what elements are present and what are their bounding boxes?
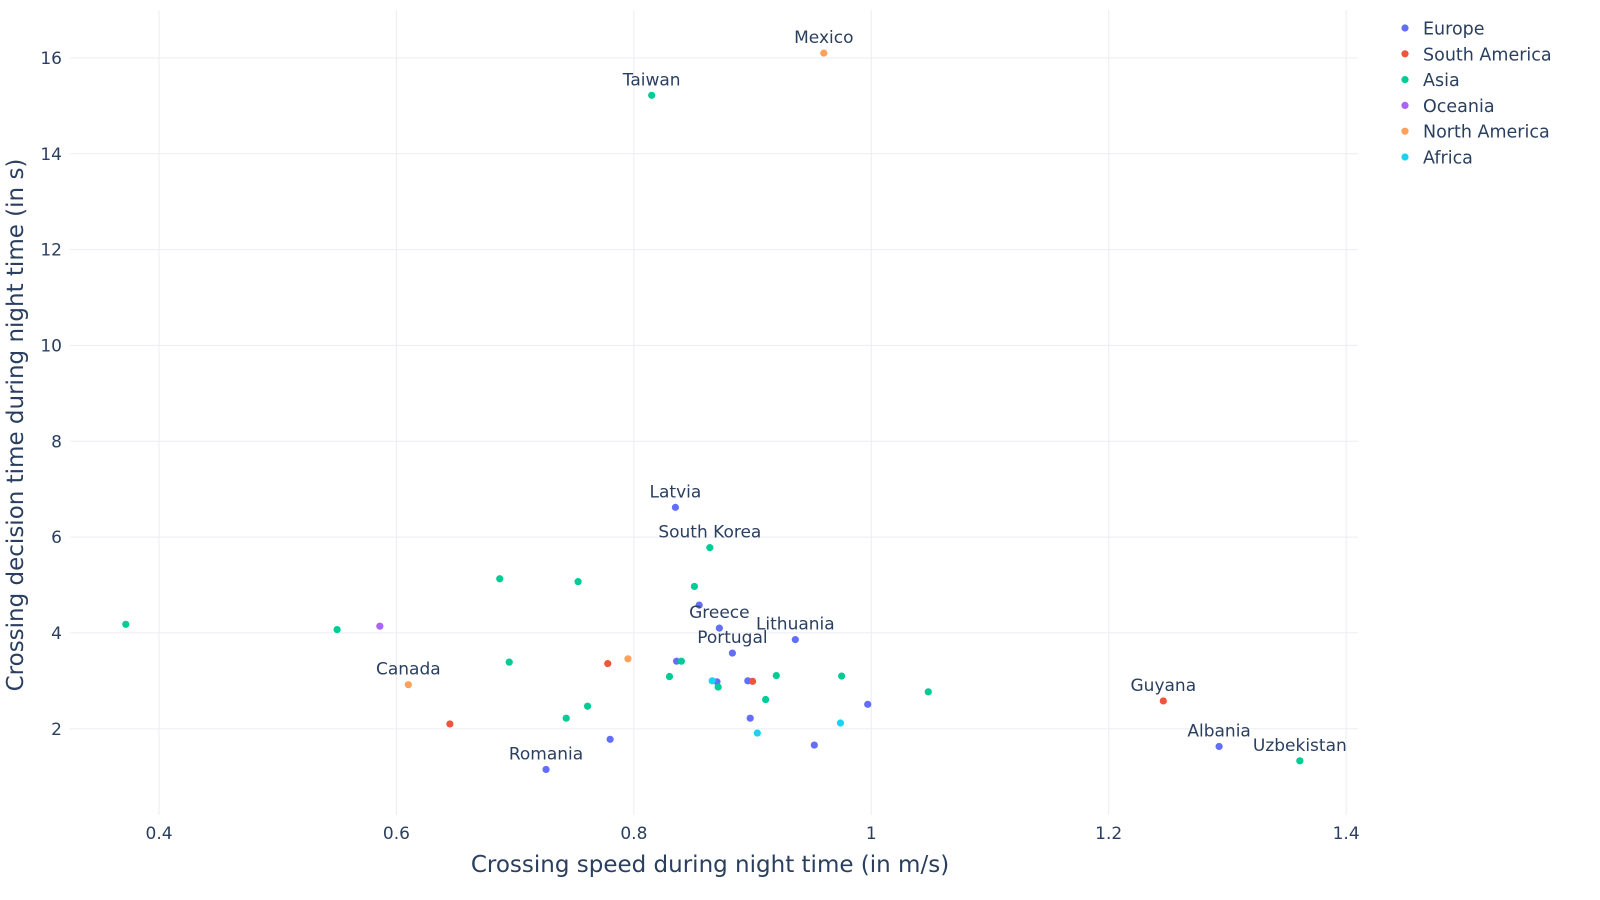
data-point-europe (606, 735, 614, 743)
x-tick-label: 1.2 (1095, 824, 1122, 844)
legend-marker (1401, 50, 1409, 58)
data-points (122, 49, 1304, 774)
legend-label: Africa (1423, 149, 1473, 169)
data-point-europe (542, 765, 550, 774)
legend-item-oceania[interactable]: Oceania (1401, 97, 1495, 117)
legend-marker (1401, 153, 1409, 161)
legend-marker (1401, 101, 1409, 109)
y-grid-lines (70, 57, 1358, 730)
data-point-asia (706, 544, 714, 552)
legend-item-south-america[interactable]: South America (1401, 45, 1552, 65)
y-tick-label: 16 (40, 49, 62, 69)
point-label-mexico: Mexico (794, 28, 853, 48)
data-point-asia (562, 714, 570, 722)
y-tick-label: 8 (51, 432, 62, 452)
data-point-asia (648, 91, 656, 99)
data-point-europe (791, 636, 799, 644)
data-point-south-america (604, 659, 612, 668)
data-point-asia (574, 578, 582, 586)
data-point-europe (810, 741, 818, 749)
data-point-asia (838, 672, 846, 680)
x-tick-label: 1.4 (1333, 824, 1360, 844)
y-tick-label: 6 (51, 528, 62, 548)
data-point-oceania (376, 622, 384, 630)
data-point-asia (122, 620, 130, 628)
point-label-canada: Canada (376, 660, 441, 680)
data-point-asia (496, 575, 504, 583)
data-point-europe (746, 714, 754, 722)
data-point-europe (695, 601, 703, 609)
point-label-greece: Greece (689, 603, 750, 623)
y-tick-label: 2 (51, 720, 62, 740)
data-point-europe (1215, 742, 1223, 751)
point-label-uzbekistan: Uzbekistan (1253, 736, 1347, 756)
legend: Europe South America Asia Oceania North Amer… (1401, 20, 1552, 169)
data-point-asia (714, 683, 722, 691)
point-label-albania: Albania (1187, 721, 1250, 741)
y-tick-label: 12 (40, 241, 62, 261)
x-tick-label: 0.4 (146, 824, 173, 844)
data-point-asia (690, 582, 699, 591)
legend-label: Europe (1423, 20, 1485, 40)
legend-item-north-america[interactable]: North America (1401, 123, 1550, 143)
data-point-asia (762, 695, 770, 704)
data-point-europe (864, 700, 872, 708)
point-label-romania: Romania (509, 744, 583, 764)
point-label-south-korea: South Korea (658, 523, 761, 543)
legend-label: South America (1423, 45, 1552, 65)
point-label-portugal: Portugal (697, 628, 767, 648)
data-point-asia (665, 672, 674, 681)
data-point-north-america (404, 681, 412, 689)
data-point-asia (677, 657, 685, 665)
y-tick-label: 10 (40, 336, 62, 356)
legend-item-asia[interactable]: Asia (1401, 71, 1460, 91)
point-label-taiwan: Taiwan (622, 70, 681, 90)
y-tick-label: 4 (51, 624, 62, 644)
legend-item-africa[interactable]: Africa (1401, 149, 1473, 169)
legend-marker (1401, 24, 1409, 32)
legend-label: North America (1423, 123, 1550, 143)
legend-label: Oceania (1423, 97, 1495, 117)
legend-label: Asia (1423, 71, 1460, 91)
legend-marker (1401, 76, 1409, 84)
y-tick-label: 14 (40, 145, 62, 165)
data-point-africa (836, 719, 845, 727)
data-point-south-america (748, 677, 757, 685)
data-point-africa (708, 677, 716, 685)
data-point-north-america (820, 49, 828, 57)
x-grid-lines (158, 10, 1347, 815)
legend-marker (1401, 127, 1409, 135)
y-axis-title: Crossing decision time during night time… (3, 159, 29, 692)
legend-item-europe[interactable]: Europe (1401, 20, 1485, 40)
data-point-asia (505, 658, 513, 666)
data-point-asia (772, 671, 780, 680)
data-point-africa (753, 729, 761, 737)
data-point-europe (715, 624, 723, 632)
data-point-asia (333, 625, 341, 634)
x-axis-title: Crossing speed during night time (in m/s… (471, 852, 949, 878)
point-label-guyana: Guyana (1131, 676, 1197, 696)
data-point-asia (1296, 757, 1304, 765)
data-point-europe (671, 503, 680, 511)
x-tick-label: 1 (866, 824, 877, 844)
data-point-south-america (446, 720, 454, 728)
data-point-asia (583, 702, 592, 710)
point-label-lithuania: Lithuania (756, 615, 835, 635)
data-point-south-america (1159, 697, 1167, 705)
data-point-north-america (624, 655, 632, 663)
x-axis-tick-labels: 0.4 0.6 0.8 1 1.2 1.4 (146, 824, 1360, 844)
data-point-asia (924, 688, 932, 696)
x-tick-label: 0.8 (620, 824, 647, 844)
point-label-latvia: Latvia (650, 482, 702, 502)
data-point-europe (728, 649, 737, 657)
y-axis-tick-labels: 2 4 6 8 10 12 14 16 (40, 49, 62, 740)
x-tick-label: 0.6 (383, 824, 410, 844)
